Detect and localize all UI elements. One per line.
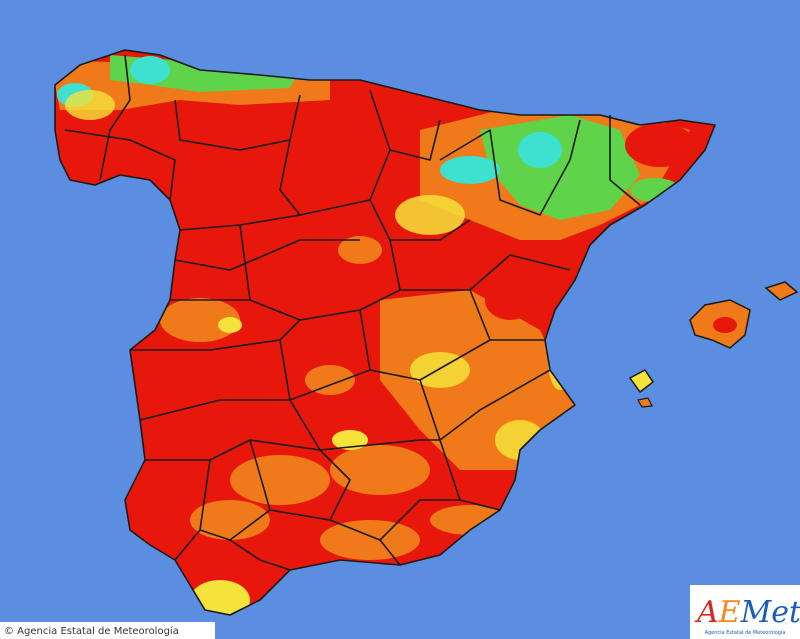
logo-subtitle: Agencia Estatal de Meteorología [705, 629, 786, 636]
province-borders [64, 54, 641, 571]
balearic-islands [628, 281, 799, 408]
coastline [54, 49, 716, 616]
logo-letter: E [718, 595, 741, 630]
logo-background [690, 585, 800, 639]
copyright: © Agencia Estatal de Meteorología [4, 625, 179, 637]
logo-letter: A [694, 595, 719, 630]
logo: AEMet [694, 595, 800, 630]
logo-letter: Met [740, 595, 800, 630]
footer-background [0, 622, 215, 639]
